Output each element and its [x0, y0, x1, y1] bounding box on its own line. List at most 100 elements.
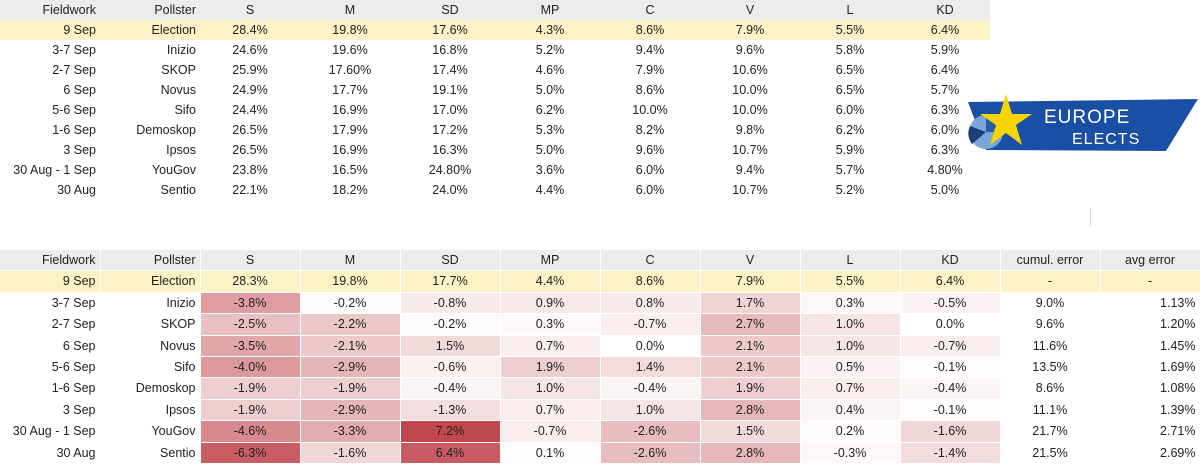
value-cell: 16.8% [432, 43, 468, 57]
value-cell: 9.8% [735, 123, 765, 137]
fieldwork-cell: 6 Sep [0, 335, 101, 358]
value-cell: 6.0% [930, 123, 960, 137]
error-cell: -0.8% [400, 292, 501, 315]
poll-row: 3-7 Sep Inizio 24.6% 19.6% 16.8% 5.2% 9.4% 9.6%… [0, 40, 990, 60]
error-cell: 0.3% [500, 313, 601, 336]
fieldwork-cell: 2-7 Sep [52, 63, 96, 77]
value-cell: 4.4% [500, 270, 601, 293]
pollster-cell: Ipsos [100, 399, 201, 422]
error-cell: -1.9% [200, 399, 301, 422]
avg-error-cell: 2.71% [1100, 420, 1200, 443]
value-cell: 19.8% [300, 20, 400, 40]
value-cell: 5.7% [835, 163, 865, 177]
error-cell: -0.7% [900, 335, 1001, 358]
fieldwork-cell: 6 Sep [63, 83, 96, 97]
error-cell: 6.4% [400, 442, 501, 464]
value-cell: 24.0% [432, 183, 468, 197]
poll-row: 30 Aug - 1 Sep YouGov 23.8% 16.5% 24.80% 3.6%… [0, 160, 990, 180]
error-cell: 0.7% [500, 335, 601, 358]
value-cell: 4.3% [500, 20, 600, 40]
value-cell: 6.0% [635, 183, 665, 197]
column-header: MP [500, 250, 601, 272]
error-cell: -2.6% [600, 442, 701, 464]
election-row: 9 Sep Election 28.4% 19.8% 17.6% 4.3% 8.6% 7.9%… [0, 20, 990, 40]
value-cell: 23.8% [232, 163, 268, 177]
value-cell: 10.0% [732, 83, 768, 97]
divider [1090, 208, 1091, 226]
pollster-cell: YouGov [100, 420, 201, 443]
error-cell: -2.1% [300, 335, 401, 358]
poll-row: 3 Sep Ipsos 26.5% 16.9% 16.3% 5.0% 9.6% 10.7% 5.… [0, 140, 990, 160]
column-header: M [300, 0, 400, 20]
pollster-cell: Demoskop [136, 123, 196, 137]
poll-results-table: Fieldwork Pollster S M SD MP C V L KD 9 Sep Electio… [0, 0, 990, 200]
error-cell: 1.0% [600, 399, 701, 422]
fieldwork-cell: 5-6 Sep [52, 103, 96, 117]
fieldwork-cell: 1-6 Sep [52, 123, 96, 137]
value-cell: 25.9% [232, 63, 268, 77]
error-cell: 1.4% [600, 356, 701, 379]
error-cell: 0.0% [600, 335, 701, 358]
pollster-cell: Sentio [160, 183, 196, 197]
value-cell: 5.2% [535, 43, 565, 57]
value-cell: 17.9% [332, 123, 368, 137]
value-cell: 17.0% [432, 103, 468, 117]
pollster-cell: Inizio [166, 43, 196, 57]
value-cell: 5.8% [835, 43, 865, 57]
election-row: 9 Sep Election 28.3% 19.8% 17.7% 4.4% 8.6% 7.9%… [0, 270, 1200, 293]
value-cell: 9.6% [635, 143, 665, 157]
error-cell: -1.6% [900, 420, 1001, 443]
cumul-error-cell: 11.1% [1000, 399, 1101, 422]
cumul-error-cell: 21.7% [1000, 420, 1101, 443]
column-header: V [700, 250, 801, 272]
fieldwork-cell: 3-7 Sep [0, 292, 101, 315]
error-cell: 1.5% [400, 335, 501, 358]
column-header: Fieldwork [0, 250, 101, 272]
pollster-cell: Sentio [100, 442, 201, 464]
poll-error-row: 6 Sep Novus -3.5% -2.1% 1.5% 0.7% 0.0% 2.1% 1.0%… [0, 335, 1200, 358]
error-cell: -0.4% [400, 377, 501, 400]
europe-elects-logo: EUROPE ELECTS [968, 94, 1198, 151]
pollster-cell: Demoskop [100, 377, 201, 400]
value-cell: 16.9% [332, 143, 368, 157]
fieldwork-cell: 30 Aug - 1 Sep [13, 163, 96, 177]
value-cell: 16.9% [332, 103, 368, 117]
error-cell: -3.3% [300, 420, 401, 443]
value-cell: 17.7% [400, 270, 501, 293]
value-cell: 6.2% [535, 103, 565, 117]
value-cell: 5.5% [800, 270, 901, 293]
value-cell: 5.9% [930, 43, 960, 57]
error-cell: -3.8% [200, 292, 301, 315]
pollster-cell: Election [100, 270, 201, 293]
error-cell: -0.1% [900, 399, 1001, 422]
error-cell: -2.9% [300, 399, 401, 422]
error-cell: 2.8% [700, 442, 801, 464]
error-cell: 2.7% [700, 313, 801, 336]
fieldwork-cell: 30 Aug - 1 Sep [0, 420, 101, 443]
value-cell: 6.0% [835, 103, 865, 117]
error-cell: -0.4% [600, 377, 701, 400]
value-cell: 17.4% [432, 63, 468, 77]
value-cell: 5.9% [835, 143, 865, 157]
error-cell: 1.7% [700, 292, 801, 315]
pollster-cell: Novus [160, 83, 196, 97]
poll-error-row: 3-7 Sep Inizio -3.8% -0.2% -0.8% 0.9% 0.8% 1.7%… [0, 292, 1200, 315]
value-cell: 19.6% [332, 43, 368, 57]
value-cell: 10.6% [732, 63, 768, 77]
logo-text-europe: EUROPE [1044, 107, 1130, 128]
poll-error-row: 5-6 Sep Sifo -4.0% -2.9% -0.6% 1.9% 1.4% 2.1% 0.… [0, 356, 1200, 379]
value-cell: 6.0% [635, 163, 665, 177]
pollster-cell: YouGov [151, 163, 196, 177]
cumul-error-cell: 13.5% [1000, 356, 1101, 379]
error-cell: -0.6% [400, 356, 501, 379]
pollster-cell: Election [100, 20, 200, 40]
value-cell: 4.4% [535, 183, 565, 197]
error-cell: -0.2% [300, 292, 401, 315]
pollster-cell: Sifo [174, 103, 196, 117]
value-cell: 10.7% [732, 183, 768, 197]
header-row: Fieldwork Pollster S M SD MP C V L KD cumul. error… [0, 250, 1200, 272]
poll-error-table: Fieldwork Pollster S M SD MP C V L KD cumul. error… [0, 250, 1200, 464]
poll-error-row: 30 Aug - 1 Sep YouGov -4.6% -3.3% 7.2% -0.7% -… [0, 420, 1200, 443]
error-cell: -0.2% [400, 313, 501, 336]
value-cell: 24.4% [232, 103, 268, 117]
